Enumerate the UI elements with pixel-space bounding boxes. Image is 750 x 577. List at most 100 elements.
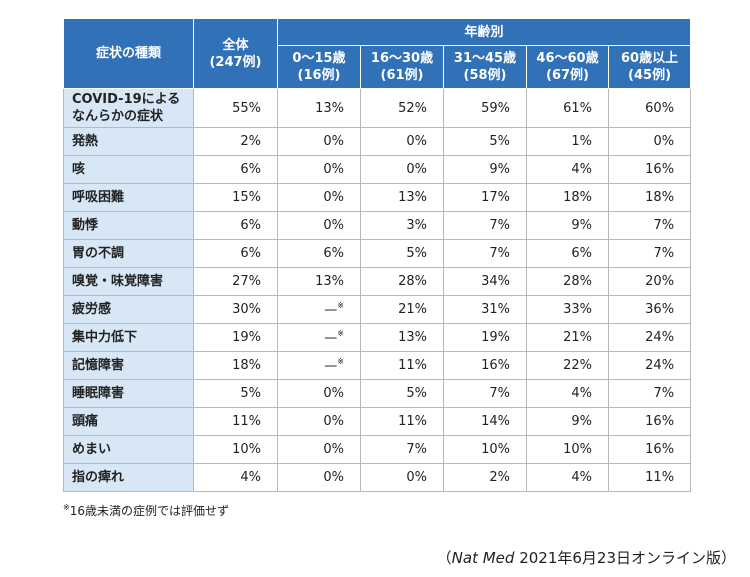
value-cell: 60% [607,88,692,128]
value-cell: 20% [607,267,692,296]
source-open: （ [436,549,452,567]
source-journal: Nat Med [451,549,515,567]
value-cell: 9% [443,155,527,184]
source: （Nat Med 2021年6月23日オンライン版） [437,547,736,568]
value-cell: 6% [277,239,361,268]
value-cell: 11% [360,351,444,380]
value-cell: 28% [526,267,609,296]
value-cell: 16% [443,351,527,380]
value-cell: —※ [277,323,361,352]
table-row: 指の痺れ 4% 0% 0% 2% 4% 11% [63,463,692,492]
header-label: 60歳以上 [620,51,679,66]
table-row: 集中力低下 19% —※ 13% 19% 21% 24% [63,323,692,352]
cell-text: — [324,358,338,374]
value-cell: 21% [526,323,609,352]
symptom-cell: 集中力低下 [63,323,194,352]
value-cell: 4% [526,379,609,408]
value-cell: 30% [193,295,278,324]
value-cell: 0% [277,379,361,408]
value-cell: 59% [443,88,527,128]
table-header: 症状の種類 全体 (247例) 年齢別 0〜15歳 (16例) 16〜30歳 (61例)… [63,18,692,89]
symptom-cell: 頭痛 [63,407,194,436]
table-row: 発熱 2% 0% 0% 5% 1% 0% [63,127,692,156]
value-cell: 0% [360,155,444,184]
value-cell: 13% [360,323,444,352]
header-count: (16例) [297,68,341,83]
value-cell: 19% [443,323,527,352]
value-cell: 24% [607,323,692,352]
value-cell: 10% [526,435,609,464]
header-count: (61例) [380,68,424,83]
value-cell: 22% [526,351,609,380]
table-body: COVID-19による なんらかの症状 55% 13% 52% 59% 61% 60% 発熱 2… [63,88,692,492]
footnote: ※16歳未満の症例では評価せず [63,502,229,519]
cell-note-mark: ※ [337,301,344,311]
header-age: 31〜45歳 (58例) [443,45,527,89]
value-cell: 15% [193,183,278,212]
value-cell: 36% [607,295,692,324]
value-cell: 4% [526,155,609,184]
value-cell: 0% [360,127,444,156]
value-cell: 27% [193,267,278,296]
value-cell: 7% [443,239,527,268]
value-cell: 55% [193,88,278,128]
table-row: 胃の不調 6% 6% 5% 7% 6% 7% [63,239,692,268]
value-cell: 7% [607,239,692,268]
value-cell: 11% [607,463,692,492]
header-symptom: 症状の種類 [63,18,194,89]
cell-note-mark: ※ [337,329,344,339]
value-cell: 5% [360,239,444,268]
value-cell: 33% [526,295,609,324]
value-cell: 6% [193,211,278,240]
value-cell: 7% [360,435,444,464]
symptom-cell: 発熱 [63,127,194,156]
value-cell: 61% [526,88,609,128]
value-cell: 4% [193,463,278,492]
symptom-cell: 嗅覚・味覚障害 [63,267,194,296]
value-cell: 34% [443,267,527,296]
value-cell: 19% [193,323,278,352]
symptom-cell: 咳 [63,155,194,184]
value-cell: 0% [607,127,692,156]
value-cell: 13% [277,267,361,296]
symptom-cell: COVID-19による なんらかの症状 [63,88,194,128]
value-cell: 28% [360,267,444,296]
header-total: 全体 (247例) [193,18,278,89]
value-cell: 0% [277,463,361,492]
symptom-cell: 動悸 [63,211,194,240]
header-count: (247例) [209,54,262,70]
value-cell: 7% [443,211,527,240]
table-row: 疲労感 30% —※ 21% 31% 33% 36% [63,295,692,324]
value-cell: 2% [443,463,527,492]
table-row: 記憶障害 18% —※ 11% 16% 22% 24% [63,351,692,380]
value-cell: 24% [607,351,692,380]
value-cell: 5% [443,127,527,156]
cell-text: — [324,302,338,318]
header-label: 16〜30歳 [370,51,434,66]
header-age: 46〜60歳 (67例) [526,45,609,89]
value-cell: 3% [360,211,444,240]
value-cell: —※ [277,351,361,380]
header-label: 46〜60歳 [536,51,599,66]
value-cell: 0% [277,183,361,212]
header-label: 31〜45歳 [453,51,517,66]
value-cell: 18% [193,351,278,380]
value-cell: 0% [360,463,444,492]
symptom-cell: めまい [63,435,194,464]
header-label: 0〜15歳 [292,51,346,66]
header-age-group: 年齢別 [276,18,692,46]
footnote-text: 16歳未満の症例では評価せず [69,504,229,518]
value-cell: 0% [277,155,361,184]
table-row: 睡眠障害 5% 0% 5% 7% 4% 7% [63,379,692,408]
value-cell: 0% [277,407,361,436]
header-count: (58例) [463,68,507,83]
cell-text: — [324,330,338,346]
value-cell: 11% [360,407,444,436]
value-cell: 0% [277,127,361,156]
value-cell: 16% [607,435,692,464]
value-cell: 16% [607,155,692,184]
value-cell: 7% [443,379,527,408]
header-count: (67例) [546,68,589,83]
table-row: 呼吸困難 15% 0% 13% 17% 18% 18% [63,183,692,212]
